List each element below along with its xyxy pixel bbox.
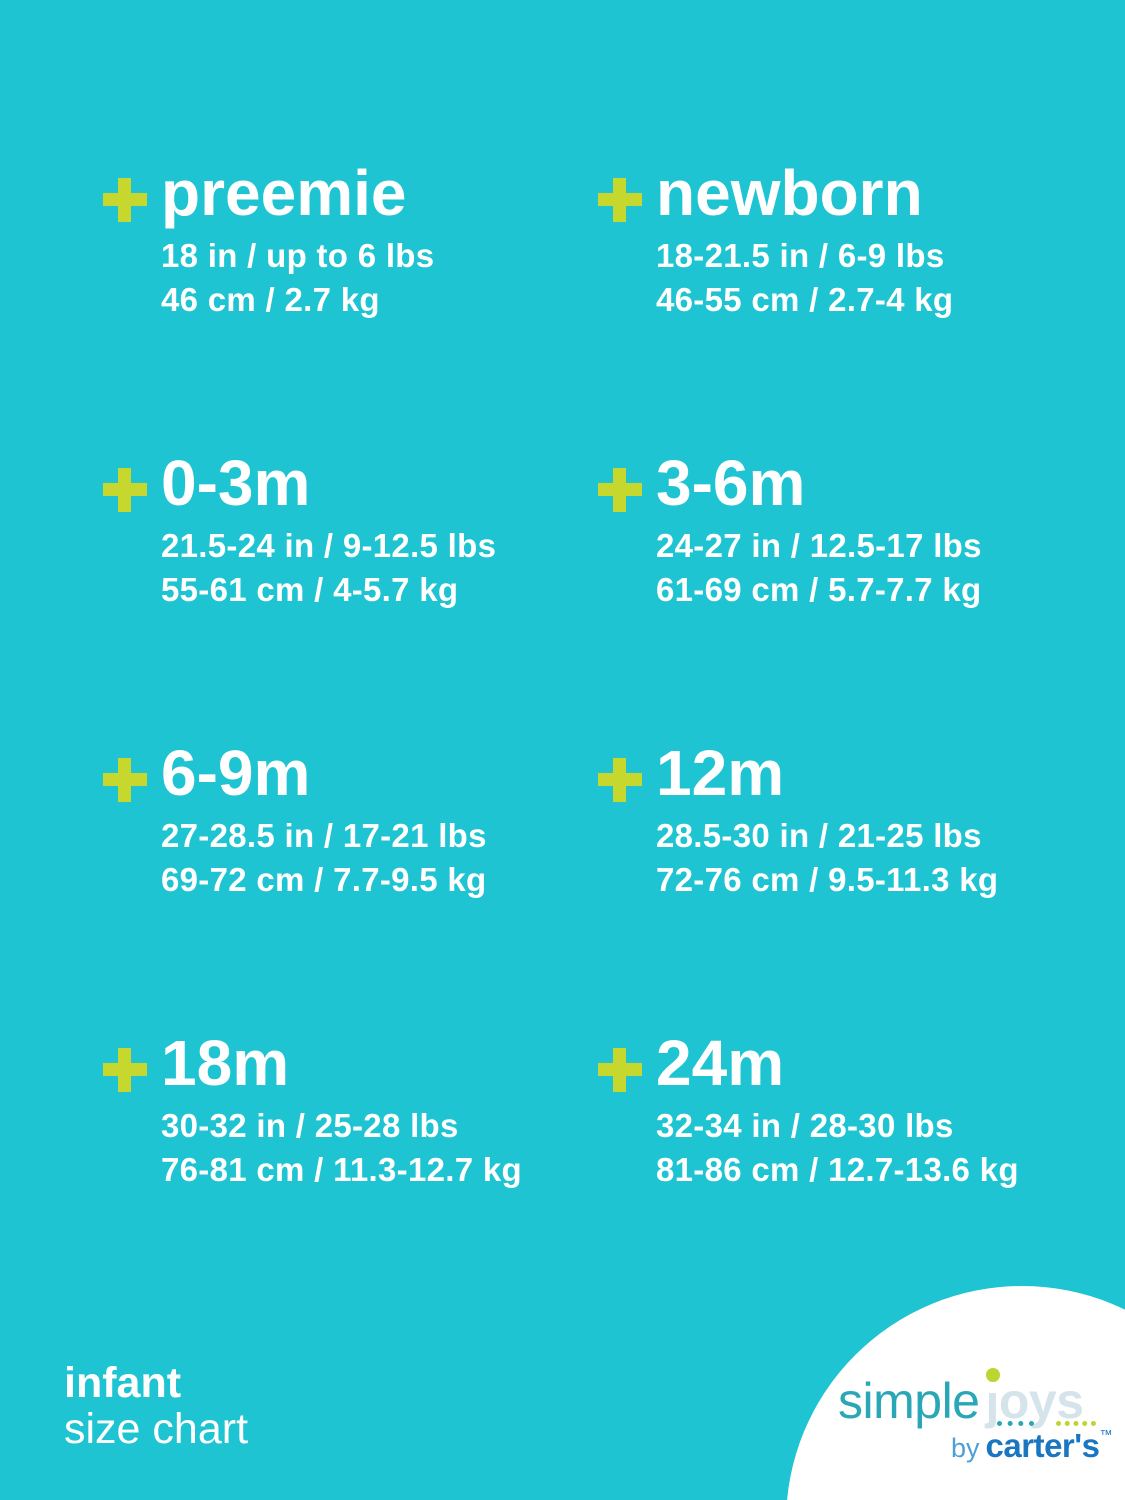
- size-card-preemie: preemie 18 in / up to 6 lbs 46 cm / 2.7 …: [103, 158, 598, 448]
- brand-logo-circle: simple joys by carter's™: [786, 1286, 1125, 1500]
- lime-dots-icon: [1056, 1421, 1097, 1426]
- plus-icon: [598, 758, 642, 802]
- size-card-6-9m: 6-9m 27-28.5 in / 17-21 lbs 69-72 cm / 7…: [103, 738, 598, 1028]
- size-card-text: 6-9m 27-28.5 in / 17-21 lbs 69-72 cm / 7…: [161, 738, 487, 902]
- metric-range: 76-81 cm / 11.3-12.7 kg: [161, 1151, 522, 1188]
- size-card-24m: 24m 32-34 in / 28-30 lbs 81-86 cm / 12.7…: [598, 1028, 1078, 1318]
- size-card-newborn: newborn 18-21.5 in / 6-9 lbs 46-55 cm / …: [598, 158, 1078, 448]
- imperial-range: 18-21.5 in / 6-9 lbs: [656, 237, 945, 274]
- size-label: newborn: [656, 157, 923, 229]
- plus-icon: [598, 1048, 642, 1092]
- logo-joys-wrap: joys: [984, 1368, 1097, 1430]
- size-card-text: preemie 18 in / up to 6 lbs 46 cm / 2.7 …: [161, 158, 434, 322]
- chart-footer: infant size chart: [64, 1360, 248, 1452]
- chart-type-label: size chart: [64, 1405, 249, 1453]
- metric-range: 55-61 cm / 4-5.7 kg: [161, 571, 459, 608]
- logo-joys-text: joys: [985, 1373, 1084, 1429]
- plus-icon: [598, 468, 642, 512]
- size-label: 12m: [656, 737, 785, 809]
- logo-simple-text: simple: [838, 1373, 980, 1429]
- by-carters-wordmark: by carter's™: [951, 1427, 1112, 1465]
- imperial-range: 28.5-30 in / 21-25 lbs: [656, 817, 982, 854]
- size-grid: preemie 18 in / up to 6 lbs 46 cm / 2.7 …: [103, 158, 1078, 1318]
- simple-joys-wordmark: simple joys: [838, 1368, 1097, 1430]
- size-card-12m: 12m 28.5-30 in / 21-25 lbs 72-76 cm / 9.…: [598, 738, 1078, 1028]
- size-label: 24m: [656, 1027, 785, 1099]
- size-card-text: 12m 28.5-30 in / 21-25 lbs 72-76 cm / 9.…: [656, 738, 998, 902]
- j-dot-icon: [986, 1368, 1001, 1382]
- size-card-3-6m: 3-6m 24-27 in / 12.5-17 lbs 61-69 cm / 5…: [598, 448, 1078, 738]
- imperial-range: 18 in / up to 6 lbs: [161, 237, 435, 274]
- imperial-range: 32-34 in / 28-30 lbs: [656, 1107, 954, 1144]
- metric-range: 46-55 cm / 2.7-4 kg: [656, 281, 954, 318]
- plus-icon: [103, 758, 147, 802]
- size-label: 0-3m: [161, 447, 311, 519]
- imperial-range: 27-28.5 in / 17-21 lbs: [161, 817, 487, 854]
- metric-range: 81-86 cm / 12.7-13.6 kg: [656, 1151, 1019, 1188]
- imperial-range: 30-32 in / 25-28 lbs: [161, 1107, 459, 1144]
- size-card-text: 24m 32-34 in / 28-30 lbs 81-86 cm / 12.7…: [656, 1028, 1019, 1192]
- size-card-0-3m: 0-3m 21.5-24 in / 9-12.5 lbs 55-61 cm / …: [103, 448, 598, 738]
- imperial-range: 21.5-24 in / 9-12.5 lbs: [161, 527, 497, 564]
- metric-range: 61-69 cm / 5.7-7.7 kg: [656, 571, 982, 608]
- logo-by-text: by: [951, 1433, 980, 1463]
- size-label: 6-9m: [161, 737, 311, 809]
- metric-range: 72-76 cm / 9.5-11.3 kg: [656, 861, 999, 898]
- size-card-text: 0-3m 21.5-24 in / 9-12.5 lbs 55-61 cm / …: [161, 448, 496, 612]
- size-card-text: 18m 30-32 in / 25-28 lbs 76-81 cm / 11.3…: [161, 1028, 522, 1192]
- plus-icon: [598, 178, 642, 222]
- size-card-18m: 18m 30-32 in / 25-28 lbs 76-81 cm / 11.3…: [103, 1028, 598, 1318]
- plus-icon: [103, 178, 147, 222]
- plus-icon: [103, 468, 147, 512]
- imperial-range: 24-27 in / 12.5-17 lbs: [656, 527, 982, 564]
- size-label: preemie: [161, 157, 407, 229]
- size-label: 3-6m: [656, 447, 806, 519]
- plus-icon: [103, 1048, 147, 1092]
- chart-category-label: infant: [64, 1359, 182, 1407]
- teal-dots-icon: [997, 1421, 1035, 1426]
- trademark-symbol: ™: [1099, 1427, 1113, 1442]
- j-dot-cover: [984, 1382, 1001, 1393]
- size-label: 18m: [161, 1027, 290, 1099]
- size-card-text: 3-6m 24-27 in / 12.5-17 lbs 61-69 cm / 5…: [656, 448, 982, 612]
- logo-carters-text: carter's: [985, 1427, 1100, 1464]
- size-card-text: newborn 18-21.5 in / 6-9 lbs 46-55 cm / …: [656, 158, 953, 322]
- metric-range: 46 cm / 2.7 kg: [161, 281, 380, 318]
- metric-range: 69-72 cm / 7.7-9.5 kg: [161, 861, 487, 898]
